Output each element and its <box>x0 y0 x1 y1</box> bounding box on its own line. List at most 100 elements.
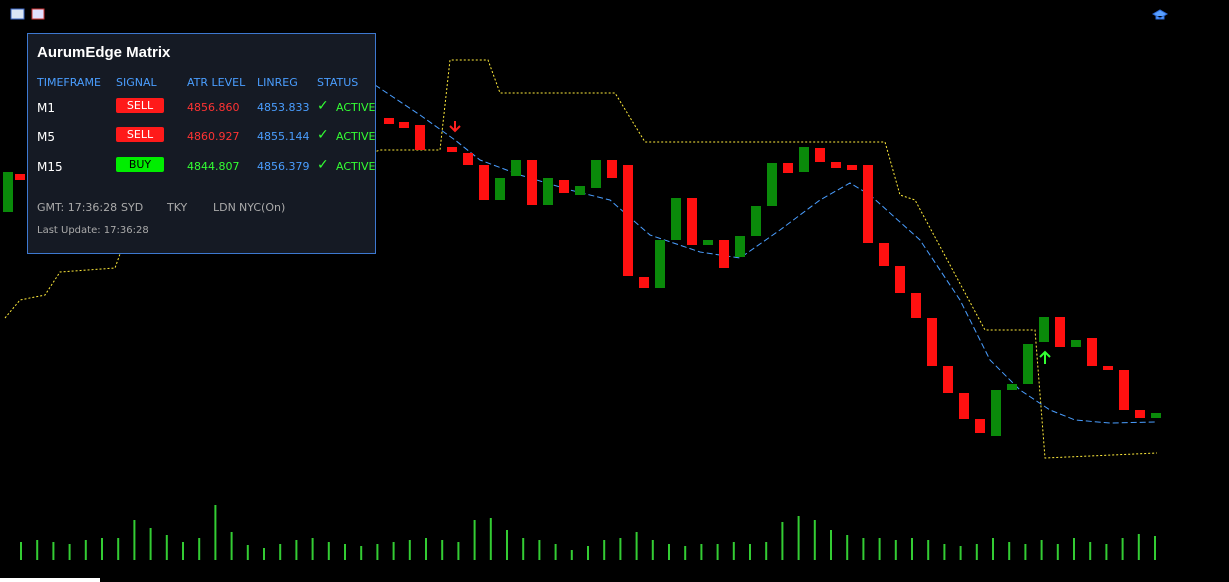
candle <box>799 147 809 172</box>
volume-bar <box>263 548 265 560</box>
session: NYC(On) <box>239 201 286 214</box>
volume-bar <box>52 542 55 560</box>
volume-bar <box>700 544 703 560</box>
volume-bar <box>457 542 460 560</box>
volume-bar <box>635 532 638 560</box>
volume-bar <box>830 530 832 560</box>
volume-bar <box>408 540 411 560</box>
volume-bar <box>295 540 298 560</box>
candle <box>927 318 937 366</box>
candle <box>1119 370 1129 410</box>
status: ACTIVE <box>336 160 376 173</box>
volume-bar <box>1089 542 1092 560</box>
volume-bar <box>198 538 201 560</box>
timeframe: M1 <box>37 101 55 115</box>
candle <box>751 206 761 236</box>
candle <box>1103 366 1113 370</box>
volume-bar <box>20 542 22 560</box>
volume-bar <box>214 505 217 560</box>
volume-bar <box>1024 544 1027 560</box>
icon-cap[interactable] <box>1151 9 1169 20</box>
volume-bar <box>554 544 557 560</box>
volume-bar <box>68 544 71 560</box>
icon-table[interactable] <box>10 8 25 20</box>
candle <box>15 174 25 180</box>
volume-bar <box>360 546 363 560</box>
candle <box>384 118 394 124</box>
candle <box>879 243 889 266</box>
volume-bar <box>344 544 346 560</box>
column-header: SIGNAL <box>116 76 157 89</box>
candle <box>1039 317 1049 342</box>
candle <box>719 240 729 268</box>
volume-bar <box>587 546 589 560</box>
volume-bar <box>182 542 184 560</box>
candle <box>671 198 681 240</box>
candle <box>863 165 873 243</box>
volume-bar <box>813 520 816 560</box>
volume-bar <box>279 544 282 560</box>
signal-badge: BUY <box>116 157 164 172</box>
volume-bar <box>1008 542 1011 560</box>
volume-bar <box>133 520 136 560</box>
volume-bar <box>230 532 233 560</box>
candle <box>943 366 953 393</box>
volume-bar <box>1040 540 1043 560</box>
column-header: STATUS <box>317 76 359 89</box>
session: SYD <box>121 201 144 214</box>
volume-bar <box>425 538 427 560</box>
chart-layer <box>3 59 1161 560</box>
last-update: Last Update: 17:36:28 <box>37 225 149 236</box>
status: ACTIVE <box>336 130 376 143</box>
volume-bar <box>117 538 120 560</box>
atr-level: 4844.807 <box>187 160 240 173</box>
volume-bar <box>797 516 800 560</box>
candle <box>831 162 841 168</box>
candle <box>975 419 985 433</box>
candle <box>687 198 697 245</box>
volume-bar <box>84 540 87 560</box>
volume-bar <box>506 530 508 560</box>
candle <box>639 277 649 288</box>
volume-bar <box>1073 538 1075 560</box>
atr-band <box>4 59 1158 459</box>
buy-arrow <box>1039 350 1051 364</box>
volume-bar <box>327 542 330 560</box>
column-header: ATR LEVEL <box>187 76 246 89</box>
candle <box>1071 340 1081 347</box>
session: GMT: 17:36:28 <box>37 201 118 214</box>
volume-bar <box>149 528 152 560</box>
sell-arrow <box>449 121 461 133</box>
volume-bar <box>376 544 379 560</box>
candle <box>1023 344 1033 384</box>
volume-bar <box>959 546 962 560</box>
candle <box>479 165 489 200</box>
candle <box>655 240 665 288</box>
linreg: 4853.833 <box>257 101 310 114</box>
candle <box>815 148 825 162</box>
volume-bar <box>1121 538 1124 560</box>
candle <box>463 153 473 165</box>
volume-bar <box>101 538 103 560</box>
candle <box>3 172 13 212</box>
candle <box>575 186 585 195</box>
volume-bar <box>603 540 606 560</box>
volume-bar <box>473 520 476 560</box>
volume-bar <box>975 544 978 560</box>
volume-bar <box>619 538 622 560</box>
volume-bar <box>878 538 881 560</box>
volume-bar <box>765 542 768 560</box>
icon-save[interactable] <box>31 8 45 20</box>
candle <box>783 163 793 173</box>
check-icon: ✓ <box>317 157 329 173</box>
volume-bar <box>668 544 670 560</box>
candle <box>415 125 425 150</box>
volume-bar <box>992 538 994 560</box>
check-icon: ✓ <box>317 127 329 143</box>
scroll-strip <box>0 578 100 582</box>
volume-bar <box>943 544 946 560</box>
atr-level: 4860.927 <box>187 130 240 143</box>
candle <box>495 178 505 200</box>
candle <box>703 240 713 245</box>
